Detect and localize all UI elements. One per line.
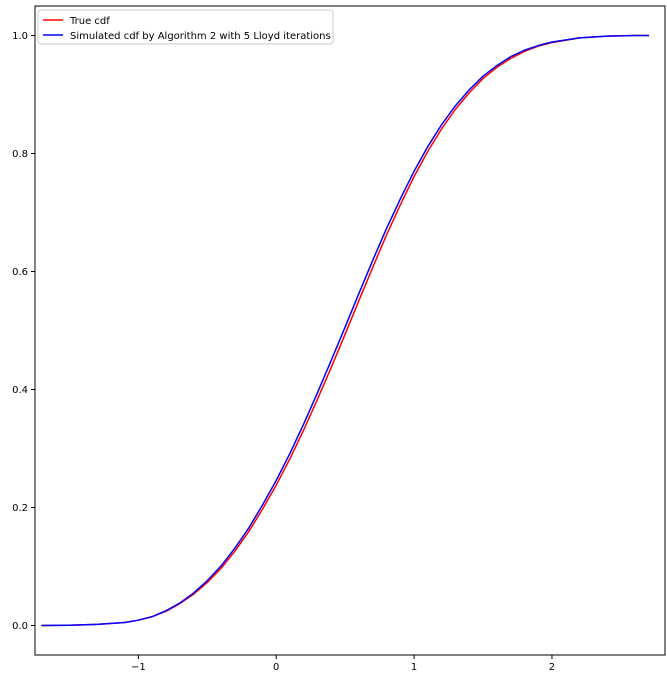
legend-label-true-cdf: True cdf xyxy=(69,16,110,27)
y-tick-label: 1.0 xyxy=(12,31,28,42)
x-tick-label: 2 xyxy=(549,662,555,673)
y-tick-label: 0.2 xyxy=(12,503,28,514)
plot-area xyxy=(34,5,666,656)
y-tick-label: 0.0 xyxy=(12,621,28,632)
legend-label-simulated-cdf: Simulated cdf by Algorithm 2 with 5 Lloy… xyxy=(70,31,331,42)
y-tick-label: 0.8 xyxy=(12,149,28,160)
x-tick-label: −1 xyxy=(131,662,146,673)
legend: True cdf Simulated cdf by Algorithm 2 wi… xyxy=(37,9,334,45)
series-line-simulated-cdf xyxy=(41,34,650,627)
series-lines xyxy=(41,34,650,627)
legend-box xyxy=(37,9,334,45)
y-tick-label: 0.6 xyxy=(12,267,28,278)
y-axis-ticks: 0.0 0.2 0.4 0.6 0.8 1.0 xyxy=(12,31,35,632)
x-axis-ticks: −1 0 1 2 xyxy=(131,655,555,673)
y-tick-label: 0.4 xyxy=(12,385,28,396)
x-tick-label: 0 xyxy=(273,662,279,673)
x-tick-label: 1 xyxy=(411,662,417,673)
